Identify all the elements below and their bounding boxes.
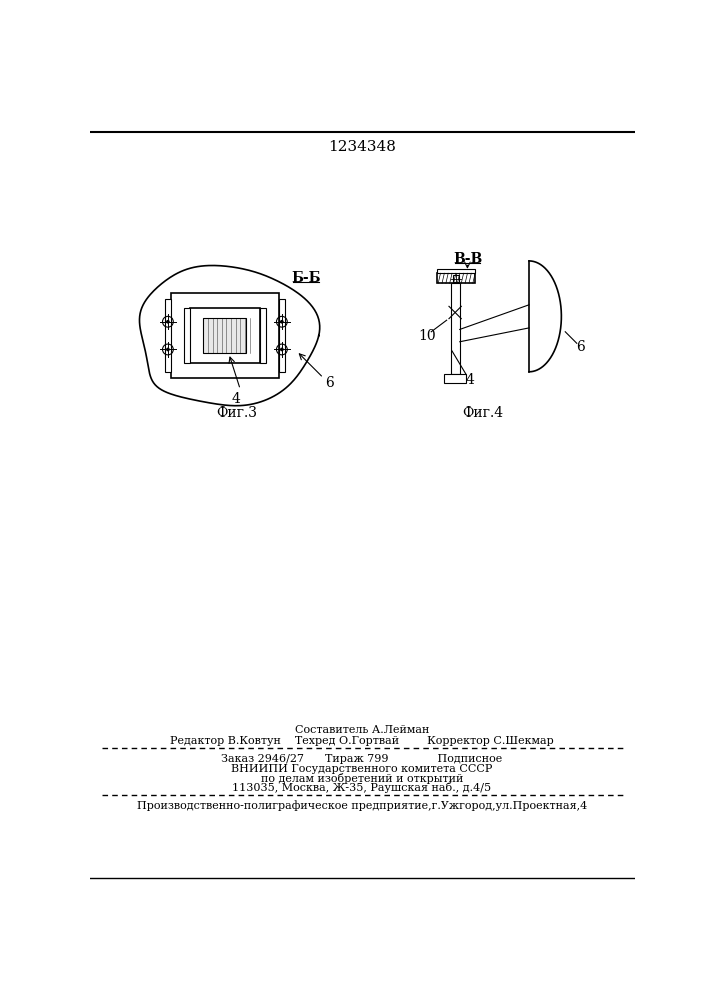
- Text: 6: 6: [325, 376, 334, 390]
- Text: по делам изобретений и открытий: по делам изобретений и открытий: [261, 773, 463, 784]
- FancyBboxPatch shape: [259, 308, 266, 363]
- FancyBboxPatch shape: [279, 299, 285, 372]
- FancyBboxPatch shape: [437, 273, 475, 283]
- Circle shape: [167, 348, 169, 351]
- Circle shape: [281, 348, 283, 351]
- Text: Б-Б: Б-Б: [291, 271, 320, 285]
- Text: В-В: В-В: [452, 252, 482, 266]
- Text: Редактор В.Ковтун    Техред О.Гортвай        Корректор С.Шекмар: Редактор В.Ковтун Техред О.Гортвай Корре…: [170, 736, 554, 746]
- FancyBboxPatch shape: [204, 318, 247, 353]
- Text: 4: 4: [465, 373, 474, 387]
- FancyBboxPatch shape: [165, 299, 171, 372]
- Text: 1234348: 1234348: [328, 140, 396, 154]
- FancyBboxPatch shape: [452, 275, 459, 282]
- Text: Производственно-полиграфическое предприятие,г.Ужгород,ул.Проектная,4: Производственно-полиграфическое предприя…: [137, 800, 587, 811]
- Text: ВНИИПИ Государственного комитета СССР: ВНИИПИ Государственного комитета СССР: [231, 764, 493, 774]
- Text: Составитель А.Лейман: Составитель А.Лейман: [295, 725, 429, 735]
- Text: 113035, Москва, Ж-35, Раушская наб., д.4/5: 113035, Москва, Ж-35, Раушская наб., д.4…: [233, 782, 491, 793]
- Text: Фиг.4: Фиг.4: [462, 406, 503, 420]
- Circle shape: [167, 321, 169, 323]
- FancyBboxPatch shape: [437, 269, 475, 273]
- FancyBboxPatch shape: [184, 308, 190, 363]
- Text: Фиг.3: Фиг.3: [216, 406, 257, 420]
- Text: Заказ 2946/27      Тираж 799              Подписное: Заказ 2946/27 Тираж 799 Подписное: [221, 754, 503, 764]
- FancyBboxPatch shape: [444, 374, 466, 383]
- Text: 4: 4: [232, 392, 241, 406]
- Circle shape: [281, 321, 283, 323]
- FancyBboxPatch shape: [450, 283, 460, 374]
- Text: 10: 10: [419, 329, 436, 343]
- Text: 6: 6: [576, 340, 585, 354]
